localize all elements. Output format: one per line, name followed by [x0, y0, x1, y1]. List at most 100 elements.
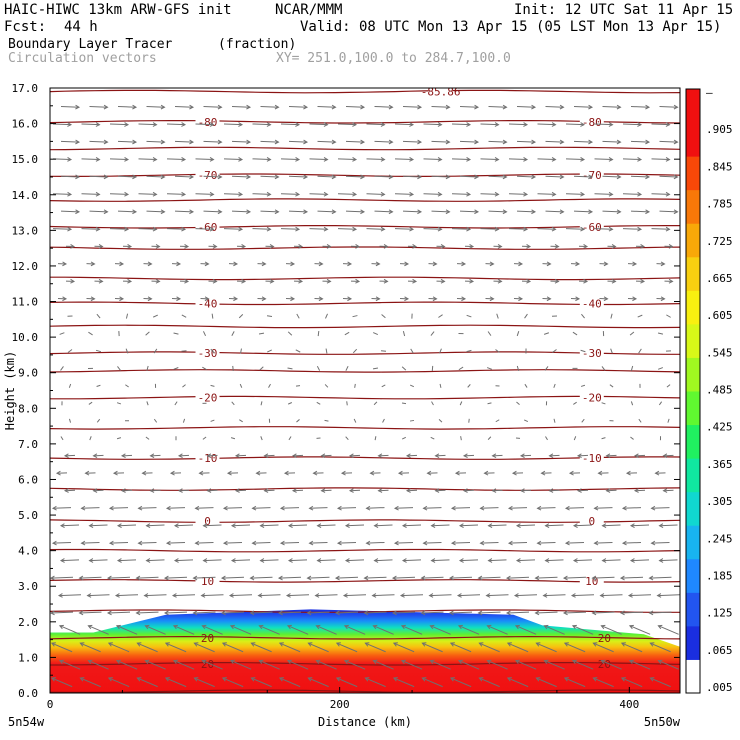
vector-arrowhead — [206, 453, 212, 459]
vector-arrowhead — [246, 209, 252, 215]
vector-arrowhead — [334, 610, 340, 616]
circulation-vector — [117, 366, 121, 371]
vector-arrowhead — [173, 523, 179, 528]
circulation-vector — [392, 576, 416, 579]
vector-arrowhead — [600, 624, 606, 630]
vector-arrowhead — [570, 593, 576, 598]
vector-arrowhead — [228, 593, 234, 598]
circulation-vector — [81, 507, 100, 509]
vector-arrowhead — [392, 677, 398, 682]
circulation-vector — [89, 106, 108, 108]
circulation-vector — [195, 228, 214, 230]
vector-arrowhead — [279, 505, 285, 511]
vector-arrowhead — [106, 575, 112, 581]
vector-arrowhead — [163, 575, 169, 581]
circulation-vector — [317, 331, 320, 337]
circulation-vector — [495, 349, 500, 353]
vector-arrowhead — [417, 174, 423, 180]
circulation-vector — [508, 541, 528, 544]
vector-arrowhead — [377, 453, 383, 459]
vector-arrowhead — [336, 505, 342, 511]
circulation-vector — [571, 594, 595, 597]
circulation-vector — [324, 384, 329, 388]
circulation-vector — [516, 210, 536, 213]
vector-arrowhead — [506, 677, 512, 682]
vector-arrowhead — [494, 157, 500, 162]
circulation-vector — [580, 384, 586, 387]
y-tick-label: 1.0 — [18, 651, 38, 664]
circulation-vector — [431, 106, 450, 108]
circulation-vector — [165, 677, 187, 688]
circulation-vector — [174, 140, 194, 143]
vector-arrowhead — [364, 642, 370, 647]
vector-arrowhead — [420, 575, 426, 581]
circulation-vector — [480, 193, 499, 195]
vector-arrowhead — [58, 624, 64, 630]
circulation-vector — [109, 228, 129, 230]
circulation-vector — [402, 140, 422, 143]
circulation-vector — [536, 642, 557, 653]
circulation-vector — [488, 140, 507, 143]
circulation-vector — [280, 507, 300, 509]
circulation-vector — [60, 559, 80, 562]
vector-arrowhead — [417, 104, 423, 110]
vector-arrowhead — [673, 104, 679, 110]
vector-arrowhead — [580, 122, 586, 127]
circulation-vector — [166, 123, 186, 126]
vector-arrowhead — [450, 505, 456, 511]
vector-arrowhead — [365, 540, 371, 546]
circulation-vector — [173, 660, 195, 670]
circulation-vector — [279, 677, 301, 688]
circulation-vector — [174, 524, 194, 527]
xy-range: XY= 251.0,100.0 to 284.7,100.0 — [276, 51, 511, 66]
colorbar-label: .485 — [706, 384, 733, 397]
vector-arrowhead — [217, 104, 223, 110]
circulation-vector — [402, 175, 422, 178]
vector-arrowhead — [469, 278, 475, 284]
colorbar-swatch — [686, 458, 700, 493]
vector-arrowhead — [397, 470, 403, 476]
circulation-vector — [537, 193, 556, 195]
circulation-vector — [630, 210, 650, 213]
vector-arrowhead — [518, 261, 524, 267]
circulation-vector — [116, 437, 122, 440]
vector-arrowhead — [95, 157, 101, 162]
vector-arrowhead — [474, 104, 480, 110]
circulation-vector — [610, 313, 613, 319]
vector-arrowhead — [564, 540, 570, 546]
circulation-vector — [203, 140, 222, 143]
vector-arrowhead — [400, 659, 406, 665]
vector-arrowhead — [369, 470, 375, 476]
circulation-vector — [572, 331, 578, 336]
circulation-vector — [259, 660, 280, 670]
vector-arrowhead — [181, 191, 187, 197]
vector-arrowhead — [432, 296, 438, 302]
circulation-vector — [401, 625, 423, 635]
vector-arrowhead — [132, 139, 138, 145]
circulation-vector — [307, 576, 330, 579]
circulation-vector — [96, 313, 101, 319]
contour-label-bg — [195, 391, 220, 404]
circulation-vector — [537, 507, 556, 509]
circulation-vector — [431, 559, 450, 562]
circulation-vector — [594, 541, 613, 544]
circulation-vector — [537, 123, 556, 126]
circulation-vector — [344, 331, 350, 336]
vector-arrowhead — [291, 453, 297, 459]
circulation-vector — [486, 367, 493, 370]
vector-arrowhead — [263, 453, 269, 459]
y-tick-label: 17.0 — [12, 82, 39, 95]
circulation-vector — [572, 625, 594, 635]
colorbar-label: .185 — [706, 569, 733, 582]
circulation-vector — [573, 140, 593, 143]
circulation-vector — [117, 210, 137, 213]
vector-arrowhead — [404, 261, 410, 267]
circulation-vector — [439, 348, 442, 354]
circulation-vector — [89, 140, 108, 143]
y-tick-label: 5.0 — [18, 509, 38, 522]
circulation-vector — [374, 436, 377, 441]
vector-arrowhead — [255, 470, 261, 476]
circulation-vector — [280, 193, 300, 195]
circulation-vector — [345, 436, 349, 441]
vector-arrowhead — [531, 174, 537, 180]
